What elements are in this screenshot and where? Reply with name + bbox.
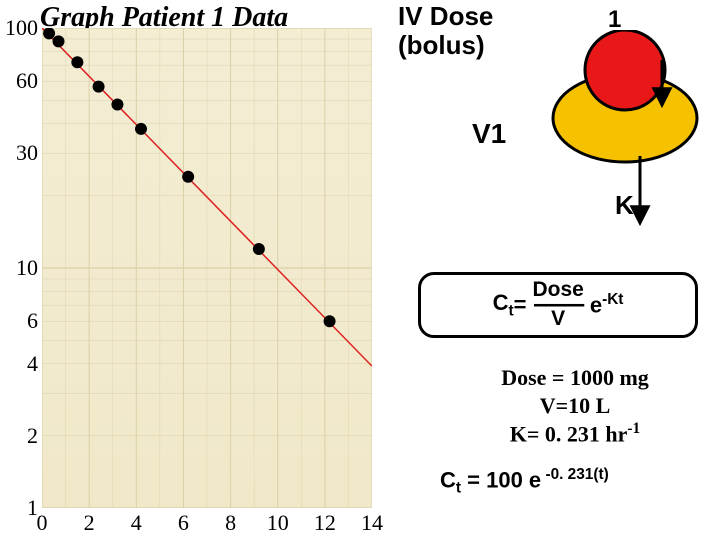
y-tick-label: 2 <box>27 423 38 449</box>
iv-dose-label: IV Dose (bolus) <box>398 2 493 59</box>
chart-svg <box>42 28 372 508</box>
k-label: K <box>615 190 634 221</box>
x-tick-label: 2 <box>84 510 95 536</box>
final-equation: Ct = 100 e -0. 231(t) <box>440 466 609 498</box>
x-tick-label: 14 <box>361 510 383 536</box>
eq-lhs: Ct <box>493 290 514 320</box>
y-tick-label: 30 <box>16 140 38 166</box>
y-tick-label: 100 <box>5 15 38 41</box>
parameters-block: Dose = 1000 mg V=10 L K= 0. 231 hr-1 <box>460 364 690 448</box>
x-tick-label: 10 <box>267 510 289 536</box>
x-tick-label: 0 <box>37 510 48 536</box>
x-tick-label: 4 <box>131 510 142 536</box>
param-v: V=10 L <box>460 392 690 420</box>
y-tick-label: 6 <box>27 308 38 334</box>
y-tick-label: 10 <box>16 255 38 281</box>
equation-box: Ct = Dose ---------- V e-Kt <box>418 272 698 338</box>
y-tick-label: 4 <box>27 351 38 377</box>
semilog-chart: 100603010642102468101214 <box>42 28 372 508</box>
x-tick-label: 6 <box>178 510 189 536</box>
eq-equals: = <box>514 292 527 318</box>
x-tick-label: 8 <box>225 510 236 536</box>
eq-exp: e-Kt <box>590 291 624 318</box>
y-tick-label: 60 <box>16 68 38 94</box>
eq-fraction: Dose ---------- V <box>532 283 583 327</box>
v1-label: V1 <box>472 118 506 150</box>
iv-dose-line1: IV Dose <box>398 1 493 31</box>
compartment-diagram <box>550 30 700 170</box>
param-dose: Dose = 1000 mg <box>460 364 690 392</box>
x-tick-label: 12 <box>314 510 336 536</box>
iv-dose-line2: (bolus) <box>398 30 485 60</box>
param-k: K= 0. 231 hr-1 <box>460 419 690 448</box>
